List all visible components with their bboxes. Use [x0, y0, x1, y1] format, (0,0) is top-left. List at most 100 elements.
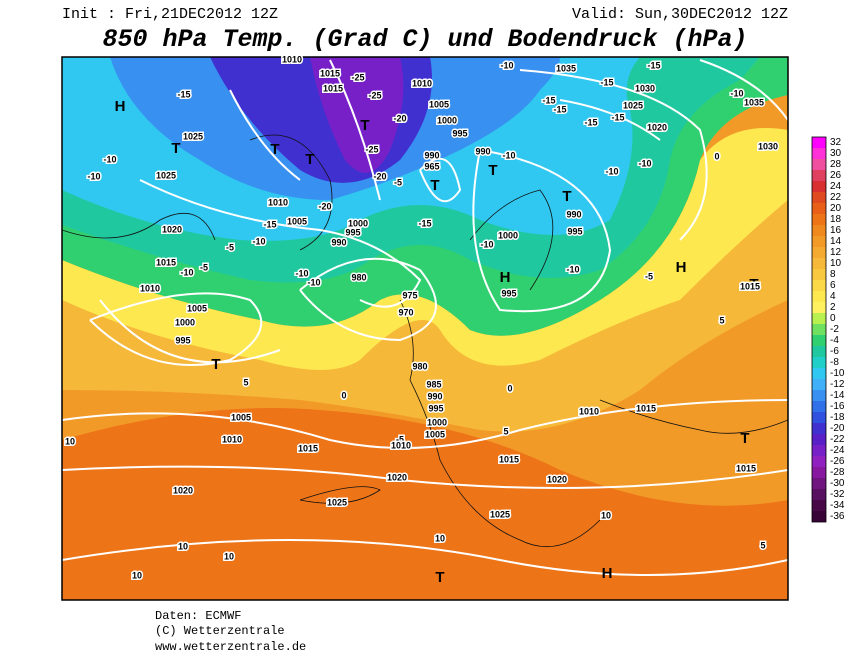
isoline-label: -10 [500, 60, 513, 70]
isoline-label: -25 [365, 144, 378, 154]
legend-swatch [812, 434, 826, 445]
pressure-center-label: T [488, 162, 497, 179]
pressure-center-label: H [602, 565, 613, 582]
isoline-label: -20 [318, 201, 331, 211]
isoline-label: 10 [435, 533, 445, 543]
legend-swatch [812, 159, 826, 170]
isoline-label: 1015 [636, 403, 656, 413]
legend-label: 4 [830, 291, 836, 302]
isoline-label: 990 [427, 391, 442, 401]
pressure-center-label: H [115, 98, 126, 115]
legend-swatch [812, 445, 826, 456]
isoline-label: 990 [331, 237, 346, 247]
isoline-label: 1025 [327, 497, 347, 507]
isoline-label: 1005 [429, 99, 449, 109]
legend-label: 6 [830, 280, 836, 291]
pressure-center-label: T [430, 177, 439, 194]
isoline-label: -15 [611, 112, 624, 122]
pressure-center-label: H [500, 269, 511, 286]
isoline-label: -10 [638, 158, 651, 168]
isoline-label: 965 [424, 161, 439, 171]
valid-time: Valid: Sun,30DEC2012 12Z [572, 6, 788, 23]
legend-swatch [812, 368, 826, 379]
isoline-label: 1025 [490, 509, 510, 519]
legend-swatch [812, 511, 826, 522]
legend-swatch [812, 500, 826, 511]
isoline-label: 0 [341, 390, 346, 400]
isoline-label: 995 [501, 288, 516, 298]
legend-label: -22 [830, 434, 845, 445]
isoline-label: -10 [295, 268, 308, 278]
legend-label: -30 [830, 478, 845, 489]
isoline-label: 980 [351, 272, 366, 282]
pressure-center-label: T [740, 430, 749, 447]
legend-swatch [812, 346, 826, 357]
isoline-label: -15 [177, 89, 190, 99]
legend-label: 20 [830, 203, 842, 214]
legend-label: -24 [830, 445, 845, 456]
isoline-label: 1010 [282, 54, 302, 64]
isoline-label: 5 [719, 315, 724, 325]
legend-label: -36 [830, 511, 845, 522]
legend-label: -2 [830, 324, 839, 335]
pressure-center-label: H [676, 259, 687, 276]
isoline-label: 1025 [156, 170, 176, 180]
isoline-label: -5 [394, 177, 402, 187]
isoline-label: 1015 [298, 443, 318, 453]
isoline-label: -25 [368, 90, 381, 100]
isoline-label: 980 [412, 361, 427, 371]
isoline-label: 995 [345, 227, 360, 237]
isoline-label: 1000 [348, 218, 368, 228]
legend-swatch [812, 412, 826, 423]
legend-swatch [812, 225, 826, 236]
pressure-center-label: T [211, 356, 220, 373]
legend-label: 26 [830, 170, 842, 181]
isoline-label: -5 [645, 271, 653, 281]
isoline-label: -10 [307, 277, 320, 287]
isoline-label: 1030 [635, 83, 655, 93]
legend-frame [811, 136, 827, 523]
isoline-label: 1025 [623, 100, 643, 110]
isoline-label: 1000 [427, 417, 447, 427]
isoline-label: 1020 [173, 485, 193, 495]
isoline-label: 1000 [498, 230, 518, 240]
isoline-label: 10 [178, 541, 188, 551]
legend-swatch [812, 291, 826, 302]
legend-label: 12 [830, 247, 842, 258]
isoline-label: 1035 [744, 97, 764, 107]
legend-swatch [812, 148, 826, 159]
legend-swatch [812, 181, 826, 192]
isoline-label: -15 [553, 104, 566, 114]
isoline-label: 995 [567, 226, 582, 236]
isoline-label: -10 [605, 166, 618, 176]
isoline-label: 1010 [140, 283, 160, 293]
isoline-label: 1010 [579, 406, 599, 416]
pressure-center-label: T [562, 188, 571, 205]
isoline-label: -5 [226, 242, 234, 252]
isoline-label: 5 [243, 377, 248, 387]
isoline-label: -5 [396, 434, 404, 444]
footer-source: Daten: ECMWF [155, 609, 241, 623]
isoline-label: -15 [542, 95, 555, 105]
legend-label: -20 [830, 423, 845, 434]
legend-label: -18 [830, 412, 845, 423]
isoline-label: 0 [507, 383, 512, 393]
legend-swatch [812, 401, 826, 412]
isoline-label: 1015 [499, 454, 519, 464]
isoline-label: 0 [714, 151, 719, 161]
isoline-label: 1010 [412, 78, 432, 88]
isoline-label: -10 [730, 88, 743, 98]
legend-swatch [812, 214, 826, 225]
legend-label: -26 [830, 456, 845, 467]
isoline-label: 975 [402, 290, 417, 300]
legend-swatch [812, 324, 826, 335]
isoline-label: 5 [503, 426, 508, 436]
isoline-label: 1020 [547, 474, 567, 484]
isoline-label: 1005 [231, 412, 251, 422]
isoline-label: 10 [132, 570, 142, 580]
isoline-label: -15 [263, 219, 276, 229]
isoline-label: -20 [393, 113, 406, 123]
legend-swatch [812, 203, 826, 214]
isoline-label: 5 [760, 540, 765, 550]
legend-label: 32 [830, 137, 842, 148]
